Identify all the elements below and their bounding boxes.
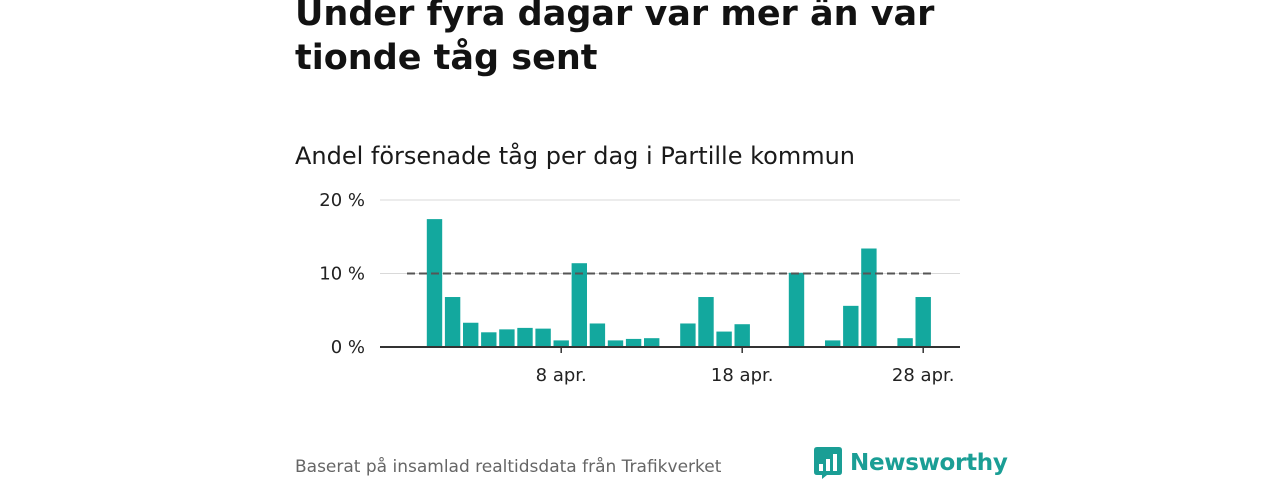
bar (698, 297, 714, 347)
bar (535, 328, 551, 347)
brand-name: Newsworthy (850, 450, 1008, 476)
bar (861, 248, 877, 347)
bar (517, 327, 533, 347)
bar (589, 323, 606, 347)
axis-layer: 0 % 10 % 20 % 8 apr. 18 apr. 28 apr. (319, 190, 960, 386)
bar (571, 263, 587, 347)
bar-chart-speech-bubble-icon (814, 447, 842, 479)
bar (499, 329, 515, 347)
bar-layer (426, 219, 931, 347)
bar (426, 219, 443, 347)
bar (734, 324, 750, 347)
chart-headline: Under fyra dagar var mer än var tionde t… (295, 0, 935, 78)
y-tick-label: 0 % (331, 337, 365, 358)
brand-logo: Newsworthy (814, 447, 1008, 479)
bar (481, 332, 497, 347)
chart-subtitle: Andel försenade tåg per dag i Partille k… (295, 142, 856, 170)
x-tick-label: 8 apr. (536, 365, 587, 386)
bar (463, 322, 479, 347)
source-note: Baserat på insamlad realtidsdata från Tr… (295, 457, 722, 477)
bar (788, 272, 805, 347)
x-tick-label: 28 apr. (892, 365, 955, 386)
y-tick-label: 10 % (319, 264, 365, 285)
bar (843, 305, 859, 347)
bar (825, 340, 841, 347)
bar (625, 338, 642, 347)
bar (644, 338, 660, 347)
bar (444, 297, 461, 347)
x-tick-label: 18 apr. (711, 365, 774, 386)
bar (680, 323, 696, 347)
bar (607, 340, 624, 347)
bar (915, 297, 931, 347)
bar (553, 340, 569, 347)
bar (716, 331, 732, 347)
y-tick-label: 20 % (319, 190, 365, 211)
bar (897, 338, 913, 347)
